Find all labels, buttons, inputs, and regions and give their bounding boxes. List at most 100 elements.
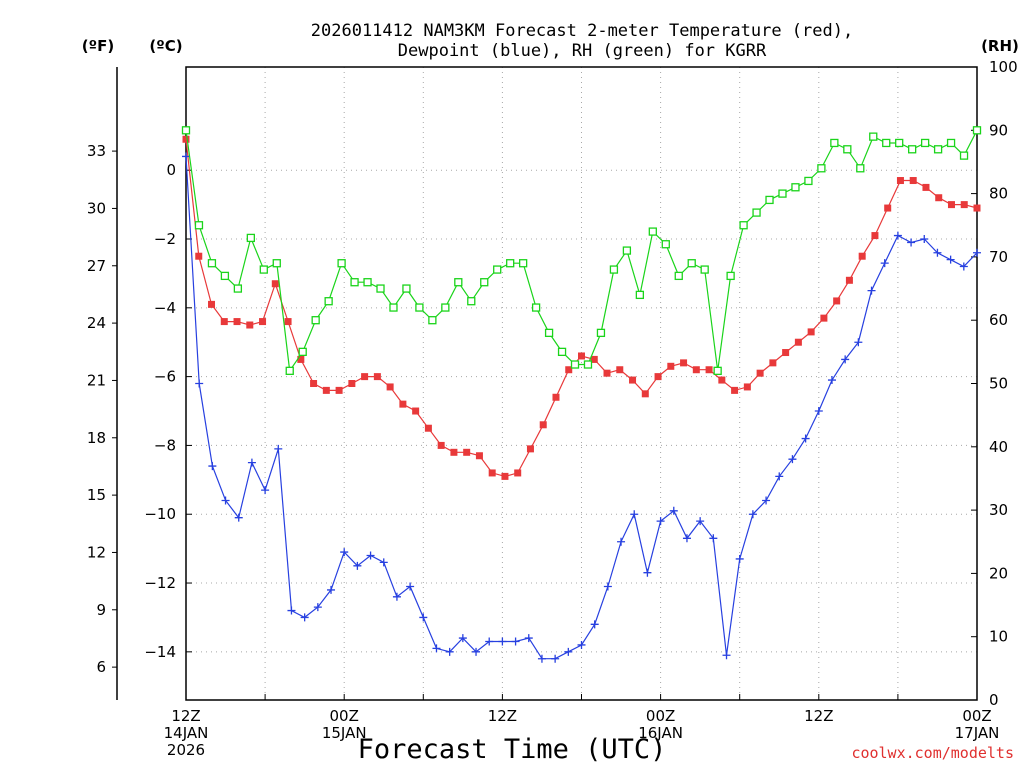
data-point: [654, 373, 662, 381]
data-point: [841, 355, 850, 364]
data-point: [472, 647, 481, 656]
data-point: [907, 238, 916, 247]
data-point: [656, 517, 665, 526]
data-point: [908, 145, 917, 154]
data-point: [827, 376, 836, 385]
data-point: [285, 366, 294, 375]
data-point: [441, 303, 450, 312]
celsius-tick-label: −4: [154, 299, 176, 317]
grid-lines: [186, 67, 977, 700]
data-point: [537, 654, 546, 663]
data-point: [641, 390, 649, 398]
data-point: [630, 510, 639, 519]
series-2-meter-temperature: [182, 135, 981, 480]
rh-tick-label: 60: [989, 311, 1008, 329]
data-point: [272, 259, 281, 268]
data-point: [208, 462, 217, 471]
data-point: [246, 321, 254, 329]
celsius-tick-label: −8: [154, 436, 176, 454]
data-point: [324, 297, 333, 306]
data-point: [667, 362, 675, 370]
data-point: [208, 300, 216, 308]
data-point: [297, 355, 305, 363]
rh-unit-label: (RH): [981, 37, 1019, 55]
data-point: [445, 647, 454, 656]
data-point: [531, 303, 541, 312]
data-point: [271, 280, 279, 288]
data-point: [450, 448, 458, 456]
data-point: [195, 252, 203, 260]
fahrenheit-tick-label: 24: [87, 314, 106, 332]
data-point: [705, 366, 713, 374]
rh-tick-label: 10: [989, 628, 1008, 646]
data-point: [392, 592, 401, 601]
data-point: [284, 318, 292, 326]
data-point: [335, 386, 343, 394]
data-point: [353, 561, 362, 570]
fahrenheit-tick-label: 27: [87, 257, 106, 275]
series-rh: [181, 126, 982, 375]
data-point: [946, 138, 956, 148]
data-point: [680, 359, 688, 367]
celsius-tick-label: −2: [154, 230, 176, 248]
plot-frame: [185, 66, 978, 701]
data-point: [373, 373, 381, 381]
data-point: [485, 637, 494, 646]
data-point: [616, 366, 624, 374]
chart-title-line-2: Dewpoint (blue), RH (green) for KGRR: [398, 41, 767, 61]
data-point: [739, 221, 748, 230]
data-point: [376, 284, 385, 293]
data-point: [867, 286, 876, 295]
data-point: [399, 400, 407, 408]
data-point: [386, 383, 394, 391]
rh-tick-label: 0: [989, 691, 999, 709]
data-point: [858, 252, 866, 260]
data-point: [643, 568, 652, 577]
x-tick-label: 00Z: [330, 707, 359, 725]
data-point: [635, 290, 645, 300]
data-point: [820, 314, 828, 322]
x-tick-label: 14JAN: [164, 724, 209, 742]
data-point: [577, 640, 586, 649]
data-point: [415, 303, 424, 312]
data-point: [261, 486, 270, 495]
data-point: [880, 259, 889, 268]
data-point: [480, 278, 489, 287]
data-point: [893, 231, 902, 240]
data-point: [467, 297, 476, 306]
data-point: [669, 506, 678, 515]
data-point: [791, 183, 800, 192]
data-point: [246, 233, 255, 243]
data-point: [259, 318, 267, 326]
x-tick-label: 15JAN: [322, 724, 367, 742]
series-layer: [181, 126, 982, 663]
data-point: [458, 634, 467, 643]
data-point: [622, 246, 632, 255]
fahrenheit-tick-label: 33: [87, 142, 106, 160]
fahrenheit-tick-label: 15: [87, 486, 106, 504]
data-point: [769, 359, 777, 367]
data-point: [817, 164, 826, 173]
data-point: [959, 262, 968, 271]
data-point: [709, 534, 718, 543]
data-point: [311, 316, 320, 325]
data-point: [922, 183, 930, 191]
fahrenheit-tick-label: 21: [87, 371, 106, 389]
data-point: [713, 366, 722, 375]
data-point: [511, 637, 520, 646]
data-point: [337, 259, 346, 268]
source-credit: coolwx.com/modelts: [851, 744, 1014, 762]
rh-tick-label: 50: [989, 375, 1008, 393]
data-point: [524, 634, 533, 643]
data-point: [526, 445, 534, 453]
data-point: [195, 379, 204, 388]
data-point: [609, 265, 619, 274]
data-point: [539, 421, 547, 429]
data-point: [389, 303, 398, 312]
data-point: [493, 265, 502, 274]
data-point: [274, 444, 283, 453]
data-point: [233, 318, 241, 326]
data-point: [843, 145, 852, 154]
data-point: [692, 366, 700, 374]
data-point: [722, 651, 731, 660]
